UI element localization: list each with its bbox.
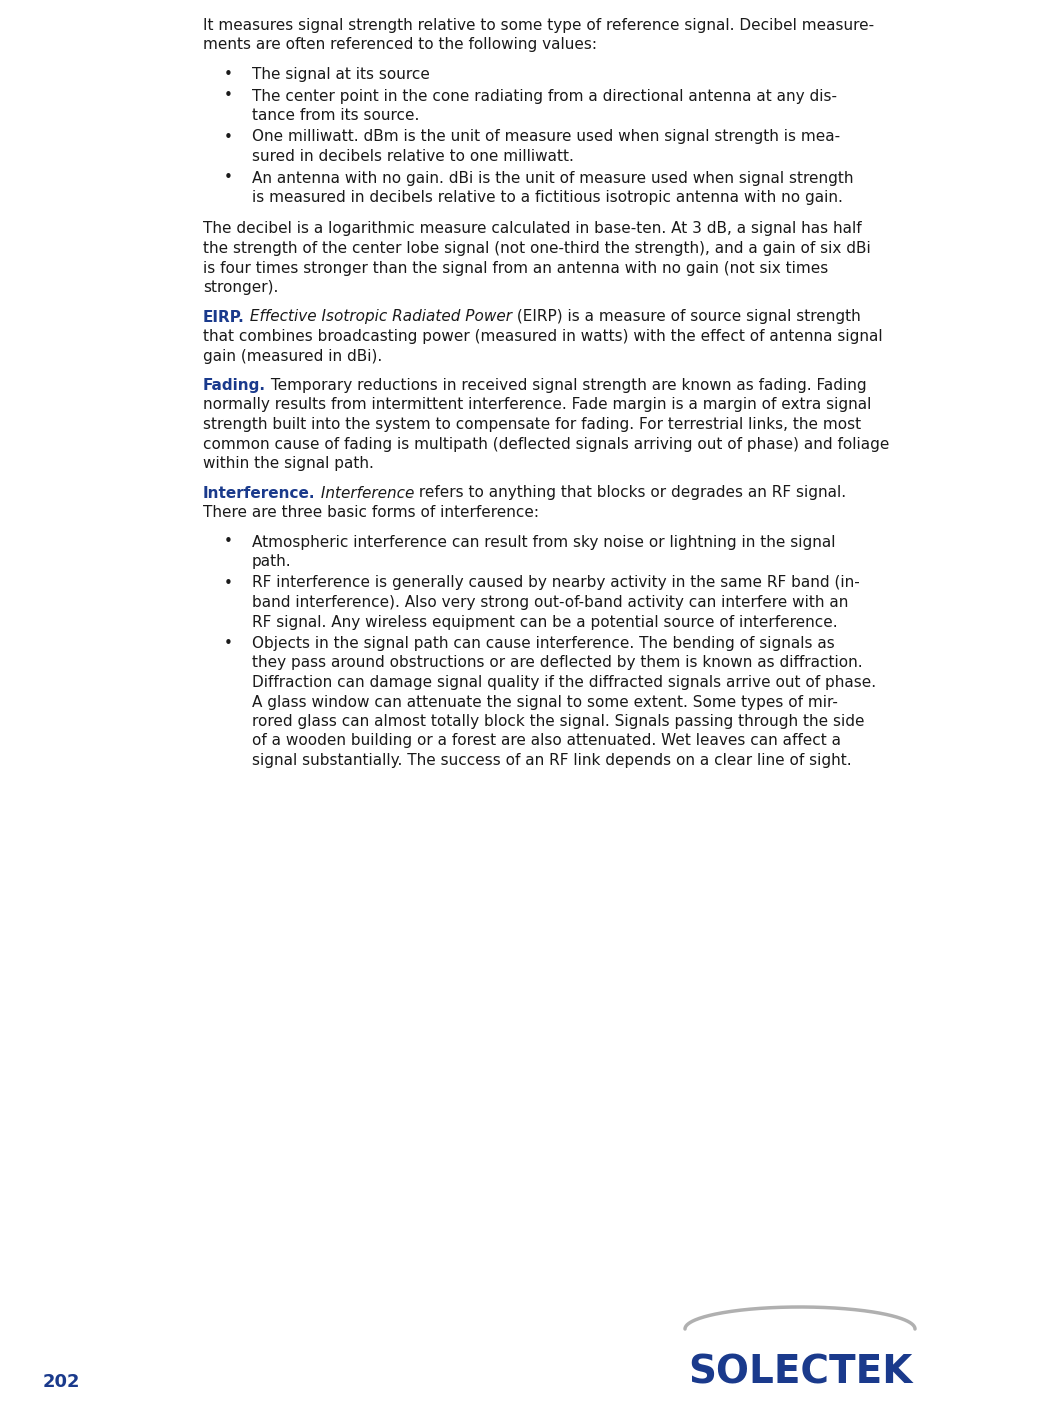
Text: rored glass can almost totally block the signal. Signals passing through the sid: rored glass can almost totally block the…	[252, 714, 864, 729]
Text: An antenna with no gain. dBi is the unit of measure used when signal strength: An antenna with no gain. dBi is the unit…	[252, 170, 854, 186]
Text: is measured in decibels relative to a fictitious isotropic antenna with no gain.: is measured in decibels relative to a fi…	[252, 190, 843, 204]
Text: EIRP.: EIRP.	[203, 309, 245, 325]
Text: •: •	[224, 170, 232, 186]
Text: Interference.: Interference.	[203, 485, 316, 501]
Text: •: •	[224, 88, 232, 104]
Text: One milliwatt. dBm is the unit of measure used when signal strength is mea-: One milliwatt. dBm is the unit of measur…	[252, 129, 840, 145]
Text: •: •	[224, 576, 232, 590]
Text: they pass around obstructions or are deflected by them is known as diffraction.: they pass around obstructions or are def…	[252, 656, 862, 671]
Text: stronger).: stronger).	[203, 280, 278, 295]
Text: sured in decibels relative to one milliwatt.: sured in decibels relative to one milliw…	[252, 149, 574, 165]
Text: (EIRP) is a measure of source signal strength: (EIRP) is a measure of source signal str…	[512, 309, 860, 325]
Text: The decibel is a logarithmic measure calculated in base-ten. At 3 dB, a signal h: The decibel is a logarithmic measure cal…	[203, 221, 862, 237]
Text: Fading.: Fading.	[203, 377, 266, 393]
Text: Temporary reductions in received signal strength are known as fading. Fading: Temporary reductions in received signal …	[266, 377, 866, 393]
Text: of a wooden building or a forest are also attenuated. Wet leaves can affect a: of a wooden building or a forest are als…	[252, 734, 841, 748]
Text: gain (measured in dBi).: gain (measured in dBi).	[203, 349, 382, 363]
Text: •: •	[224, 636, 232, 651]
Text: common cause of fading is multipath (deflected signals arriving out of phase) an: common cause of fading is multipath (def…	[203, 437, 889, 451]
Text: 202: 202	[43, 1374, 80, 1391]
Text: is four times stronger than the signal from an antenna with no gain (not six tim: is four times stronger than the signal f…	[203, 261, 829, 275]
Text: RF signal. Any wireless equipment can be a potential source of interference.: RF signal. Any wireless equipment can be…	[252, 614, 838, 630]
Text: Objects in the signal path can cause interference. The bending of signals as: Objects in the signal path can cause int…	[252, 636, 835, 651]
Text: within the signal path.: within the signal path.	[203, 455, 374, 471]
Text: The signal at its source: The signal at its source	[252, 67, 429, 82]
Text: that combines broadcasting power (measured in watts) with the effect of antenna : that combines broadcasting power (measur…	[203, 329, 883, 343]
Text: •: •	[224, 535, 232, 549]
Text: Interference: Interference	[316, 485, 414, 501]
Text: •: •	[224, 67, 232, 82]
Text: signal substantially. The success of an RF link depends on a clear line of sight: signal substantially. The success of an …	[252, 753, 852, 768]
Text: Diffraction can damage signal quality if the diffracted signals arrive out of ph: Diffraction can damage signal quality if…	[252, 675, 876, 690]
Text: Effective Isotropic Radiated Power: Effective Isotropic Radiated Power	[245, 309, 512, 325]
Text: refers to anything that blocks or degrades an RF signal.: refers to anything that blocks or degrad…	[414, 485, 846, 501]
Text: It measures signal strength relative to some type of reference signal. Decibel m: It measures signal strength relative to …	[203, 18, 874, 33]
Text: the strength of the center lobe signal (not one-third the strength), and a gain : the strength of the center lobe signal (…	[203, 241, 870, 255]
Text: normally results from intermittent interference. Fade margin is a margin of extr: normally results from intermittent inter…	[203, 397, 872, 413]
Text: SOLECTEK: SOLECTEK	[688, 1352, 912, 1391]
Text: The center point in the cone radiating from a directional antenna at any dis-: The center point in the cone radiating f…	[252, 88, 837, 104]
Text: band interference). Also very strong out-of-band activity can interfere with an: band interference). Also very strong out…	[252, 595, 849, 610]
Text: RF interference is generally caused by nearby activity in the same RF band (in-: RF interference is generally caused by n…	[252, 576, 860, 590]
Text: tance from its source.: tance from its source.	[252, 108, 419, 123]
Text: path.: path.	[252, 553, 292, 569]
Text: A glass window can attenuate the signal to some extent. Some types of mir-: A glass window can attenuate the signal …	[252, 694, 838, 710]
Text: strength built into the system to compensate for fading. For terrestrial links, : strength built into the system to compen…	[203, 417, 861, 431]
Text: There are three basic forms of interference:: There are three basic forms of interfere…	[203, 505, 539, 519]
Text: •: •	[224, 129, 232, 145]
Text: Atmospheric interference can result from sky noise or lightning in the signal: Atmospheric interference can result from…	[252, 535, 836, 549]
Text: ments are often referenced to the following values:: ments are often referenced to the follow…	[203, 37, 597, 53]
